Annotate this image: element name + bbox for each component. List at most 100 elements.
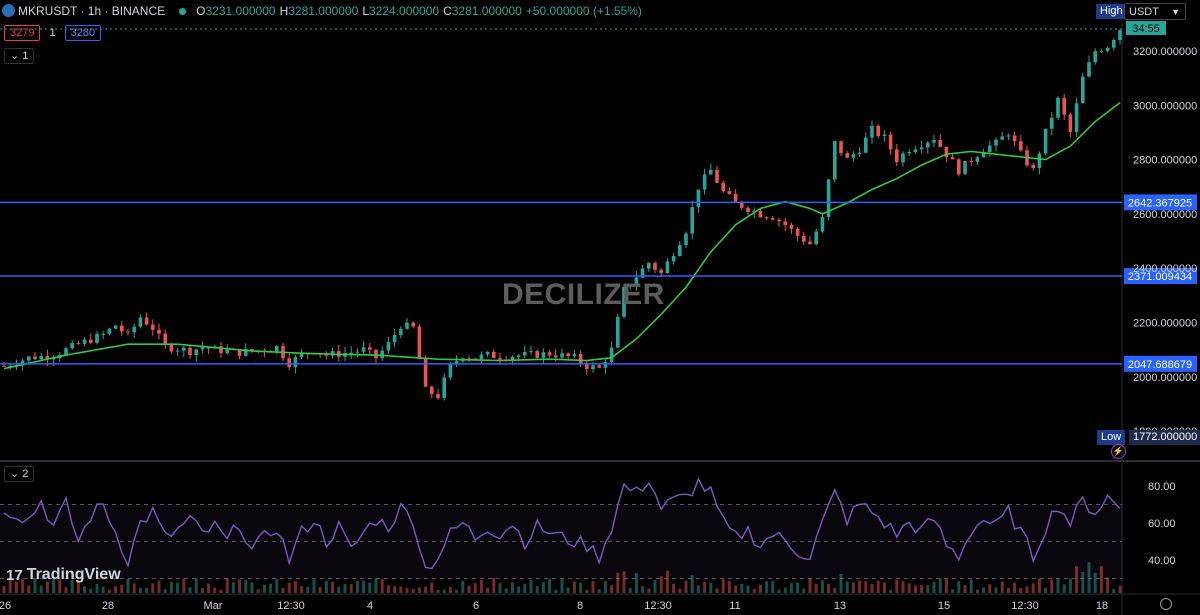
candle-body: [1006, 135, 1011, 137]
candle-body: [771, 218, 775, 220]
candle-body: [938, 139, 942, 147]
candle-body: [399, 328, 403, 336]
volume-bar: [572, 581, 576, 593]
volume-bar: [145, 587, 149, 593]
tradingview-logo[interactable]: 17 TradingView: [6, 566, 121, 584]
volume-bar: [833, 587, 837, 593]
candle-body: [380, 350, 384, 359]
candle-body: [1093, 51, 1097, 63]
volume-bar: [585, 589, 589, 593]
volume-bar: [858, 580, 862, 593]
volume-bar: [64, 587, 68, 593]
candle-body: [293, 357, 298, 368]
order-panel: 3279 1 3280: [4, 25, 102, 41]
candle-body: [907, 152, 911, 154]
volume-bar: [498, 583, 502, 593]
candle-body: [101, 333, 105, 335]
volume-bar: [163, 589, 167, 593]
candle-body: [975, 157, 980, 162]
candle-body: [2, 365, 6, 367]
price-scale-label: 2000.000000: [1133, 372, 1197, 384]
candle-body: [715, 169, 719, 183]
volume-bar: [796, 582, 800, 593]
candle-body: [944, 146, 949, 158]
candle-body: [417, 326, 422, 359]
volume-bar: [839, 573, 843, 593]
volume-bar: [58, 579, 62, 593]
volume-bar: [907, 583, 911, 593]
volume-bar: [1031, 583, 1035, 593]
watermark: DECILIZER: [502, 278, 665, 311]
symbol-title[interactable]: MKRUSDT · 1h · BINANCE: [18, 4, 166, 18]
buy-button[interactable]: 3280: [64, 25, 102, 41]
candle-body: [839, 141, 843, 154]
candle-body: [498, 358, 502, 360]
candle-body: [1043, 128, 1048, 154]
lightning-icon[interactable]: ⚡: [1111, 444, 1126, 459]
candle-body: [721, 182, 725, 192]
volume-bar: [380, 578, 384, 593]
volume-bar: [337, 586, 341, 593]
candle-body: [113, 325, 118, 329]
price-scale-label: 2200.000000: [1133, 317, 1197, 329]
candle-body: [64, 348, 68, 355]
volume-bar: [1056, 578, 1060, 593]
candle-body: [622, 286, 626, 317]
candle-body: [609, 347, 614, 363]
volume-bar: [281, 588, 285, 593]
volume-bar: [436, 589, 440, 593]
candle-body: [33, 356, 37, 360]
candle-body: [678, 245, 682, 256]
candle-body: [671, 255, 676, 262]
candle-body: [430, 386, 434, 394]
volume-bar: [541, 582, 545, 593]
volume-bar: [622, 571, 626, 593]
order-quantity[interactable]: 1: [49, 27, 56, 39]
volume-bar: [455, 589, 459, 593]
candle-body: [857, 152, 862, 155]
volume-bar: [200, 588, 204, 593]
candle-body: [392, 335, 397, 343]
sell-button[interactable]: 3279: [4, 25, 41, 41]
volume-bar: [771, 581, 775, 593]
gear-icon[interactable]: [1160, 598, 1172, 610]
candle-body: [206, 347, 211, 349]
volume-bar: [492, 578, 496, 593]
volume-bar: [734, 585, 738, 593]
volume-bar: [634, 573, 638, 593]
volume-bar: [405, 587, 409, 593]
volume-bar: [703, 581, 707, 593]
volume-bar: [331, 581, 335, 593]
volume-bar: [83, 586, 87, 593]
volume-bar: [870, 584, 874, 593]
volume-bar: [349, 584, 353, 593]
main-pane-toggle[interactable]: ⌄ 1: [4, 48, 35, 64]
volume-bar: [318, 587, 322, 593]
volume-bar: [591, 581, 595, 593]
candle-body: [386, 342, 391, 351]
volume-bar: [740, 583, 744, 593]
volume-bar: [33, 578, 37, 593]
indicator-pane-toggle[interactable]: ⌄ 2: [4, 466, 35, 482]
volume-bar: [721, 579, 725, 593]
candle-body: [120, 325, 124, 332]
volume-bar: [1019, 587, 1023, 593]
volume-bar: [1106, 577, 1110, 593]
volume-bar: [554, 589, 558, 593]
price-change: +50.000000 (+1.55%): [525, 4, 642, 18]
candle-body: [479, 354, 484, 360]
volume-bar: [1037, 578, 1041, 593]
currency-select[interactable]: USDT ▼: [1124, 3, 1186, 20]
volume-bar: [306, 587, 310, 593]
price-scale-label: 3200.000000: [1133, 46, 1197, 58]
volume-bar: [188, 587, 192, 593]
candle-body: [901, 153, 905, 163]
volume-bar: [951, 589, 955, 593]
candle-body: [758, 210, 763, 218]
volume-bar: [889, 589, 893, 593]
volume-bar: [628, 588, 632, 593]
volume-bar: [411, 589, 415, 593]
candle-body: [1012, 135, 1017, 142]
candle-body: [820, 217, 825, 232]
